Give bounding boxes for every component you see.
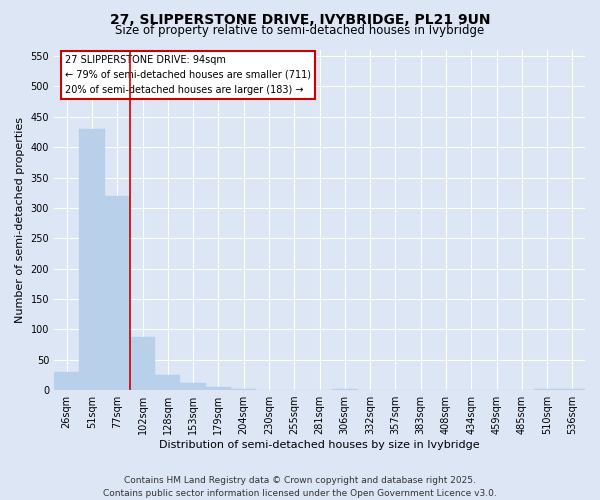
Bar: [560, 389, 585, 390]
Text: Size of property relative to semi-detached houses in Ivybridge: Size of property relative to semi-detach…: [115, 24, 485, 37]
Bar: [231, 389, 256, 390]
X-axis label: Distribution of semi-detached houses by size in Ivybridge: Distribution of semi-detached houses by …: [159, 440, 480, 450]
Text: 27 SLIPPERSTONE DRIVE: 94sqm
← 79% of semi-detached houses are smaller (711)
20%: 27 SLIPPERSTONE DRIVE: 94sqm ← 79% of se…: [65, 55, 311, 94]
Bar: [535, 389, 560, 390]
Bar: [332, 389, 358, 390]
Bar: [79, 129, 104, 390]
Bar: [54, 372, 79, 390]
Bar: [181, 383, 206, 390]
Bar: [104, 196, 130, 390]
Text: Contains HM Land Registry data © Crown copyright and database right 2025.
Contai: Contains HM Land Registry data © Crown c…: [103, 476, 497, 498]
Text: 27, SLIPPERSTONE DRIVE, IVYBRIDGE, PL21 9UN: 27, SLIPPERSTONE DRIVE, IVYBRIDGE, PL21 …: [110, 12, 490, 26]
Bar: [130, 336, 155, 390]
Bar: [155, 375, 181, 390]
Bar: [206, 387, 231, 390]
Y-axis label: Number of semi-detached properties: Number of semi-detached properties: [15, 117, 25, 323]
